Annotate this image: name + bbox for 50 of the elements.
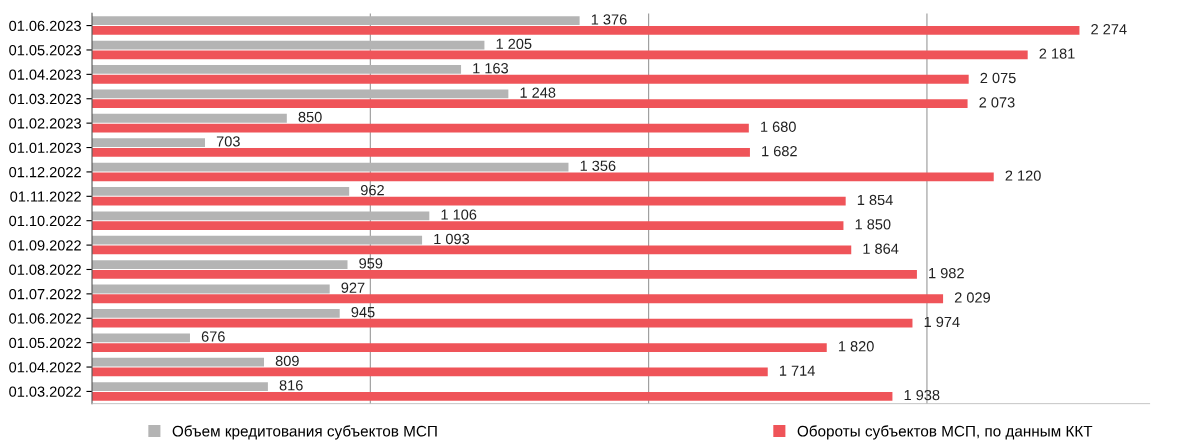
data-label: 1 854: [857, 194, 893, 206]
data-label: 816: [279, 380, 303, 391]
y-tick-label: 01.04.2022: [9, 362, 81, 373]
data-label: 962: [360, 185, 384, 196]
y-tick-label: 01.08.2022: [9, 264, 81, 275]
data-label: 1 820: [838, 341, 874, 352]
data-label: 2 274: [1091, 24, 1127, 35]
y-tick-label: 01.12.2022: [9, 167, 81, 178]
data-label: 945: [351, 306, 375, 318]
data-label: 1 163: [473, 63, 509, 74]
data-label: 2 120: [1005, 170, 1041, 181]
data-label: 1 714: [779, 365, 815, 376]
legend-label: Обороты субъектов МСП, по данным ККТ: [797, 425, 1093, 440]
data-label: 676: [201, 331, 225, 342]
data-label: 1 974: [924, 316, 960, 328]
y-tick-label: 01.06.2023: [9, 20, 81, 31]
data-label: 1 106: [441, 209, 477, 220]
data-label: 1 356: [580, 160, 616, 171]
data-label: 850: [298, 111, 322, 123]
data-label: 809: [275, 355, 299, 367]
data-label: 703: [216, 136, 240, 147]
y-tick-label: 01.06.2022: [9, 313, 81, 324]
y-tick-label: 01.04.2023: [9, 69, 81, 80]
data-label: 1 682: [762, 145, 797, 157]
y-tick-label: 01.11.2022: [10, 191, 81, 202]
data-label: 1 850: [855, 219, 891, 230]
y-tick-label: 01.09.2022: [9, 240, 81, 251]
data-label: 2 181: [1039, 48, 1075, 59]
y-tick-label: 01.05.2023: [9, 45, 81, 56]
y-tick-label: 01.07.2022: [9, 288, 81, 300]
y-tick-label: 01.02.2023: [9, 118, 81, 129]
data-label: 1 864: [863, 243, 899, 254]
data-label: 1 938: [904, 389, 940, 401]
y-tick-label: 01.03.2023: [9, 93, 81, 105]
y-tick-label: 01.05.2022: [9, 337, 81, 349]
legend-label: Объем кредитования субъектов МСП: [172, 425, 437, 440]
data-label: 927: [341, 282, 365, 293]
data-label: 2 073: [979, 97, 1015, 108]
data-label: 1 680: [761, 121, 796, 132]
data-label: 1 248: [520, 87, 556, 98]
data-label: 1 205: [496, 38, 532, 49]
data-label: 2 029: [954, 292, 990, 303]
data-label: 1 982: [929, 267, 964, 279]
data-label: 2 075: [980, 72, 1016, 84]
data-label: 959: [359, 258, 383, 269]
y-tick-label: 01.01.2023: [9, 142, 81, 153]
y-tick-label: 01.10.2022: [9, 215, 81, 227]
data-label: 1 376: [591, 14, 627, 25]
y-tick-label: 01.03.2022: [9, 386, 81, 397]
data-label: 1 093: [434, 233, 470, 245]
